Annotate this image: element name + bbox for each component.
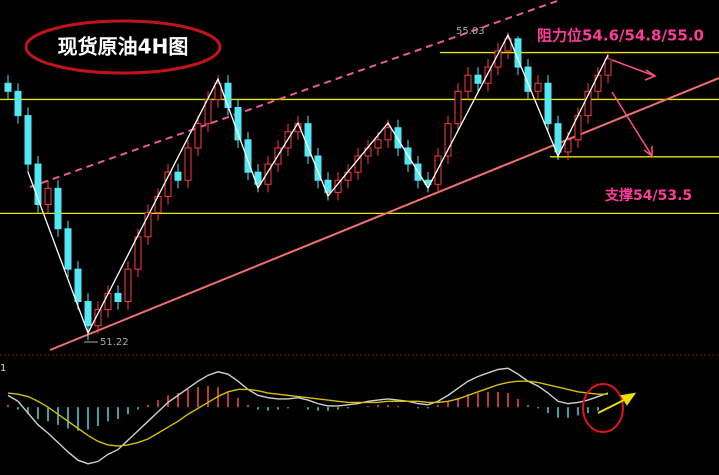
- macd-panel: [7, 367, 609, 465]
- max-label: 55.03: [456, 26, 485, 37]
- candle-body: [174, 171, 182, 181]
- levels: [0, 51, 719, 215]
- candle-body: [554, 123, 562, 153]
- candle-body: [44, 187, 52, 206]
- candle-body: [524, 66, 532, 92]
- highlight-arrow: [597, 392, 637, 414]
- candle-body: [24, 115, 32, 165]
- channel-lower: [49, 77, 719, 351]
- candle-body: [544, 82, 552, 125]
- candle-body: [144, 212, 152, 238]
- highlight-circle: [582, 383, 624, 433]
- candle-body: [464, 74, 472, 92]
- candle-body: [504, 38, 512, 52]
- candle-body: [444, 123, 452, 157]
- wave-lines: [27, 33, 609, 335]
- candle-body: [154, 195, 162, 214]
- candle-body: [54, 187, 62, 230]
- candle-body: [164, 171, 172, 197]
- candle-body: [334, 179, 342, 193]
- channel-upper: [29, 0, 561, 188]
- forecast-arrows: [611, 59, 657, 158]
- candle-body: [534, 82, 542, 92]
- candle-body: [374, 139, 382, 149]
- candle-body: [324, 179, 332, 193]
- resistance-label: 阻力位54.6/54.8/55.0: [537, 27, 704, 45]
- macd-label: 1: [0, 363, 6, 374]
- candle-body: [244, 139, 252, 173]
- candle-body: [264, 163, 272, 185]
- candle-body: [214, 82, 222, 100]
- candle-body: [84, 301, 92, 327]
- candle-body: [134, 236, 142, 270]
- support-label: 支撑54/53.5: [604, 187, 692, 204]
- candle-body: [314, 155, 322, 181]
- candle-body: [124, 268, 132, 303]
- macd-line: [7, 367, 609, 465]
- candle-body: [194, 123, 202, 149]
- candle-body: [454, 90, 462, 125]
- candle-body: [74, 268, 82, 303]
- candle-body: [14, 90, 22, 117]
- candle-body: [104, 292, 112, 311]
- candle-body: [34, 163, 42, 206]
- candle-body: [394, 127, 402, 149]
- candle-body: [584, 90, 592, 117]
- candle-body: [94, 309, 102, 327]
- candle-body: [114, 292, 122, 303]
- candle-body: [184, 147, 192, 181]
- min-label: 51.22: [100, 337, 129, 348]
- candle-body: [474, 74, 482, 84]
- title: 现货原油4H图: [58, 35, 189, 59]
- candle-body: [224, 82, 232, 109]
- candle-body: [564, 139, 572, 153]
- candle-body: [4, 82, 12, 92]
- candle-body: [354, 155, 362, 173]
- title-frame: [24, 19, 222, 75]
- candle-body: [384, 127, 392, 141]
- candle-body: [594, 74, 602, 92]
- candle-body: [604, 58, 612, 76]
- macd-line: [7, 380, 608, 447]
- candle-body: [64, 228, 72, 270]
- candle-body: [484, 66, 492, 84]
